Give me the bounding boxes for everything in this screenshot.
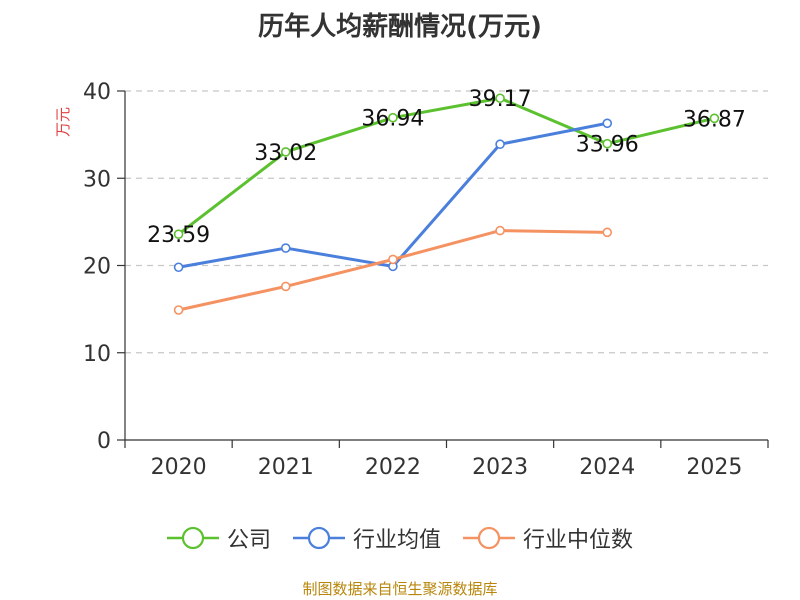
- legend-swatch: [166, 526, 219, 550]
- y-tick-label: 40: [83, 80, 111, 105]
- chart-title: 历年人均薪酬情况(万元): [258, 12, 542, 42]
- x-tick-label: 2024: [579, 455, 635, 480]
- y-tick-label: 10: [83, 342, 111, 367]
- axes: 0 10 20 30 40 2020 2021 2022 2023 2024 2025 万元: [54, 80, 769, 480]
- legend-label: 公司: [226, 528, 271, 553]
- data-label: 36.87: [683, 107, 746, 132]
- data-point: [495, 225, 505, 236]
- data-point: [709, 113, 720, 124]
- data-point: [280, 147, 291, 157]
- legend-label: 行业均值: [352, 528, 441, 553]
- data-point: [495, 93, 505, 104]
- grid-lines: [125, 90, 768, 354]
- data-point: [280, 281, 291, 292]
- legend-swatch: [292, 526, 345, 550]
- legend-item-0[interactable]: 公司: [166, 522, 271, 554]
- data-point: [602, 118, 613, 129]
- y-tick-label: 0: [97, 429, 111, 454]
- x-tick-label: 2023: [472, 455, 528, 480]
- data-point: [173, 229, 184, 239]
- data-point: [495, 139, 505, 150]
- source-note: 制图数据来自恒生聚源数据库: [302, 580, 498, 598]
- series-line-1: [178, 121, 608, 269]
- data-labels: 23.59 33.02 36.94 39.17 33.96 36.87: [147, 87, 746, 248]
- data-point: [280, 243, 291, 253]
- legend: 公司 行业均值 行业中位数: [0, 520, 800, 556]
- data-label: 39.17: [469, 87, 532, 112]
- data-label: 36.94: [361, 107, 424, 132]
- x-tick-label: 2025: [686, 455, 742, 480]
- data-point: [173, 262, 184, 273]
- x-tick-label: 2021: [258, 455, 314, 480]
- legend-item-2[interactable]: 行业中位数: [463, 522, 633, 554]
- series-lines: [173, 93, 720, 315]
- data-point: [388, 112, 398, 123]
- legend-swatch-marker: [307, 526, 331, 550]
- legend-swatch: [463, 526, 515, 550]
- x-tick-label: 2020: [151, 455, 207, 480]
- legend-swatch-marker: [477, 526, 501, 550]
- data-point: [602, 227, 613, 238]
- data-point: [602, 138, 613, 149]
- x-tick-label: 2022: [365, 455, 421, 480]
- legend-swatch-marker: [181, 526, 205, 550]
- data-point: [388, 254, 398, 265]
- y-axis-label: 万元: [54, 107, 72, 137]
- data-label: 33.96: [576, 133, 639, 158]
- y-tick-label: 30: [83, 167, 111, 192]
- legend-item-1[interactable]: 行业均值: [292, 522, 441, 554]
- legend-label: 行业中位数: [523, 528, 634, 553]
- y-tick-label: 20: [83, 255, 111, 280]
- data-point: [173, 305, 184, 315]
- series-line-0: [177, 96, 715, 236]
- data-label: 23.59: [147, 223, 210, 248]
- data-label: 33.02: [254, 141, 317, 166]
